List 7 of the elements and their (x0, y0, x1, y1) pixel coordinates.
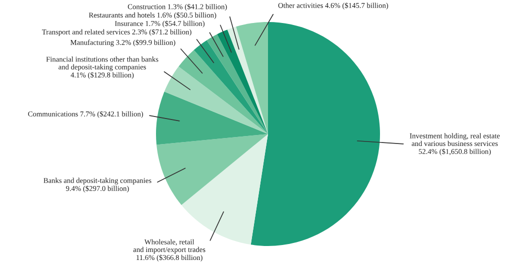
pie-slice (164, 66, 268, 134)
pie-slice (156, 134, 268, 206)
pie-slice (206, 34, 268, 134)
pie-slice (156, 92, 268, 145)
pie-slice (217, 30, 268, 134)
pie-slice (178, 50, 268, 134)
pie-slice (236, 22, 268, 134)
